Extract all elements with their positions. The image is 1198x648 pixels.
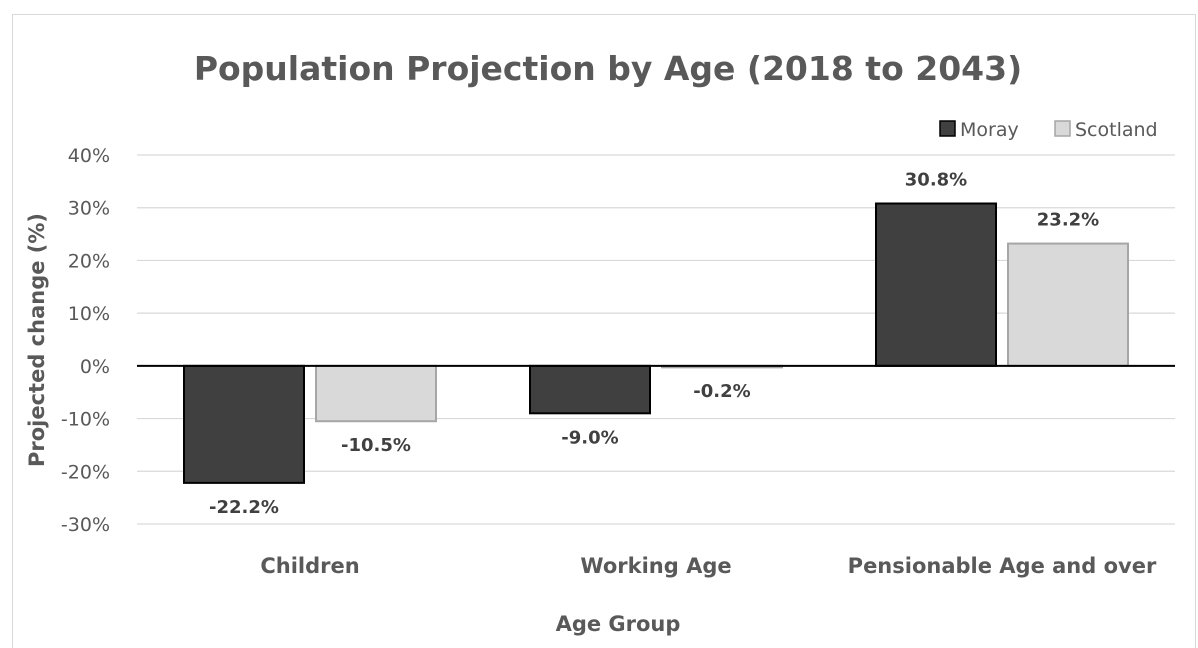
- y-tick-label: 20%: [68, 250, 110, 272]
- legend-label-scotland: Scotland: [1075, 119, 1158, 141]
- x-category-label: Children: [260, 554, 359, 578]
- data-label: 23.2%: [1037, 210, 1099, 231]
- legend: Moray Scotland: [939, 119, 1158, 141]
- y-tick-label: -30%: [61, 514, 110, 536]
- bar-scotland-2: [1007, 242, 1129, 367]
- chart-frame: [12, 14, 1196, 648]
- data-label: -22.2%: [209, 497, 279, 518]
- x-category-label: Working Age: [580, 554, 731, 578]
- legend-label-moray: Moray: [960, 119, 1019, 141]
- y-tick-label: -20%: [61, 461, 110, 483]
- chart-title: Population Projection by Age (2018 to 20…: [194, 49, 1022, 88]
- x-axis-categories: Children Working Age Pensionable Age and o…: [260, 554, 1157, 578]
- y-axis-title: Projected change (%): [25, 213, 49, 467]
- y-tick-label: 0%: [80, 356, 110, 378]
- bar-scotland-0: [315, 364, 437, 423]
- bar-moray-2: [875, 202, 997, 367]
- x-axis-title: Age Group: [556, 612, 681, 636]
- bars: [183, 202, 1129, 484]
- y-tick-label: -10%: [61, 409, 110, 431]
- data-label: -10.5%: [341, 435, 411, 456]
- y-tick-label: 10%: [68, 303, 110, 325]
- legend-swatch-moray: [939, 120, 956, 137]
- y-tick-label: 40%: [68, 145, 110, 167]
- gridlines: [137, 154, 1175, 525]
- bar-moray-1: [529, 364, 651, 415]
- y-tick-label: 30%: [68, 198, 110, 220]
- y-axis-ticks: 40% 30% 20% 10% 0% -10% -20% -30%: [61, 145, 110, 536]
- data-label: -9.0%: [561, 427, 618, 448]
- data-label: 30.8%: [905, 169, 967, 190]
- data-labels: -22.2% -10.5% -9.0% -0.2% 30.8% 23.2%: [209, 169, 1099, 517]
- x-category-label: Pensionable Age and over: [848, 554, 1157, 578]
- data-label: -0.2%: [693, 381, 750, 402]
- bar-moray-0: [183, 364, 305, 484]
- legend-swatch-scotland: [1054, 120, 1071, 137]
